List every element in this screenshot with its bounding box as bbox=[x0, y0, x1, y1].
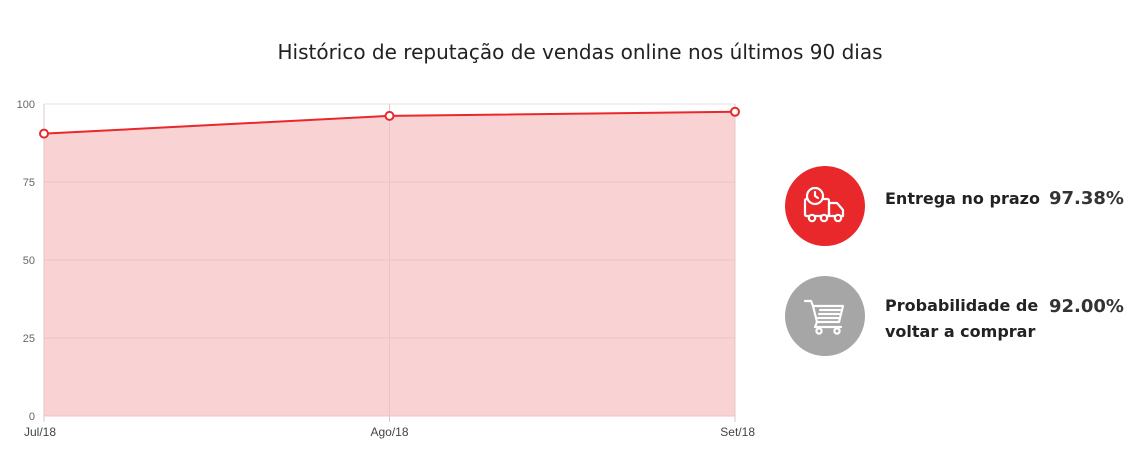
y-tick-label: 75 bbox=[23, 177, 35, 189]
shopping-cart-icon bbox=[785, 276, 865, 356]
data-point bbox=[730, 106, 740, 117]
stat-label-repurchase-line-1: Probabilidade de bbox=[885, 296, 1039, 315]
data-point bbox=[384, 110, 395, 121]
stat-on-time-delivery: Entrega no prazo 97.38% bbox=[785, 166, 1135, 248]
delivery-truck-icon bbox=[785, 166, 865, 246]
data-point bbox=[39, 128, 49, 139]
stat-value-repurchase: 92.00% bbox=[1049, 296, 1124, 317]
x-tick-label: Set/18 bbox=[720, 425, 755, 439]
x-tick-label: Jul/18 bbox=[24, 425, 56, 439]
stat-label-on-time-delivery: Entrega no prazo bbox=[885, 189, 1040, 208]
stat-label-repurchase: Probabilidade de voltar a comprar bbox=[885, 293, 1038, 345]
stat-label-repurchase-line-2: voltar a comprar bbox=[885, 322, 1036, 341]
y-tick-label: 25 bbox=[23, 333, 35, 345]
y-tick-label: 50 bbox=[23, 255, 35, 267]
stat-value-on-time-delivery: 97.38% bbox=[1049, 188, 1124, 209]
y-tick-label: 0 bbox=[29, 411, 35, 423]
x-tick-label: Ago/18 bbox=[370, 425, 408, 439]
y-tick-label: 100 bbox=[17, 99, 35, 111]
chart-title: Histórico de reputação de vendas online … bbox=[277, 40, 883, 64]
stat-repurchase-probability: Probabilidade de voltar a comprar 92.00% bbox=[785, 276, 1135, 358]
